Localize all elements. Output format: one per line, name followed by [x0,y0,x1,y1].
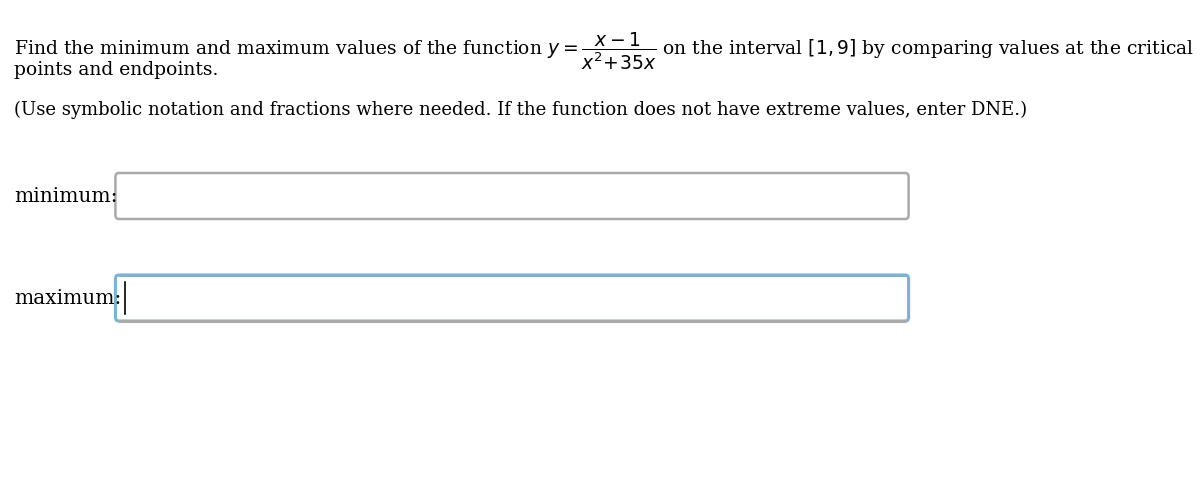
Text: points and endpoints.: points and endpoints. [14,61,218,79]
FancyBboxPatch shape [115,173,908,219]
Text: minimum:: minimum: [14,187,118,206]
FancyBboxPatch shape [115,275,908,321]
Text: (Use symbolic notation and fractions where needed. If the function does not have: (Use symbolic notation and fractions whe… [14,101,1027,119]
Text: Find the minimum and maximum values of the function $y = \dfrac{x-1}{x^2\!+\!35x: Find the minimum and maximum values of t… [14,31,1194,72]
Text: maximum:: maximum: [14,289,121,307]
